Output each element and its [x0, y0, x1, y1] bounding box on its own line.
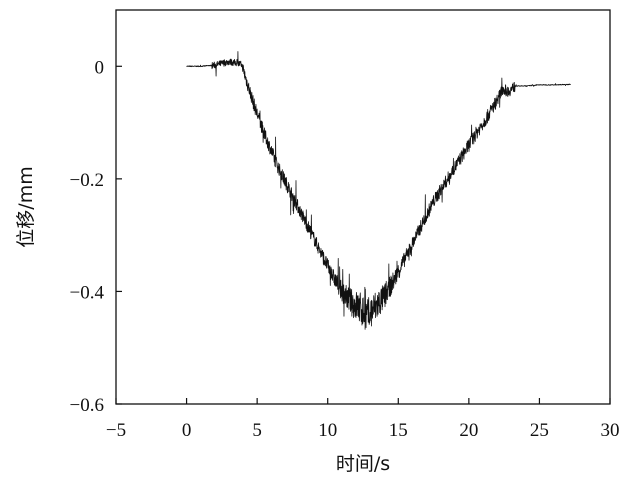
- x-tick-label: 25: [530, 420, 549, 441]
- x-tick-label: −5: [106, 420, 126, 441]
- y-tick-label: −0.6: [70, 395, 104, 416]
- x-tick-label: 0: [182, 420, 192, 441]
- y-tick-label: −0.4: [70, 282, 105, 303]
- y-tick-label: −0.2: [70, 170, 104, 191]
- displacement-series-line: [186, 51, 571, 330]
- y-tick-label: 0: [95, 57, 105, 78]
- x-tick-label: 15: [389, 420, 408, 441]
- x-tick-label: 30: [601, 420, 620, 441]
- x-tick-label: 20: [459, 420, 478, 441]
- x-tick-label: 5: [252, 420, 262, 441]
- x-axis-label: 时间/s: [336, 453, 390, 475]
- series-layer: [186, 51, 571, 330]
- y-axis-ticks: 0 −0.2 −0.4 −0.6: [70, 57, 122, 416]
- x-axis-ticks: −5 0 5 10 15 20 25 30: [106, 398, 620, 441]
- plot-frame: [115, 9, 611, 405]
- x-tick-label: 10: [318, 420, 337, 441]
- y-axis-label: 位移/mm: [15, 166, 37, 247]
